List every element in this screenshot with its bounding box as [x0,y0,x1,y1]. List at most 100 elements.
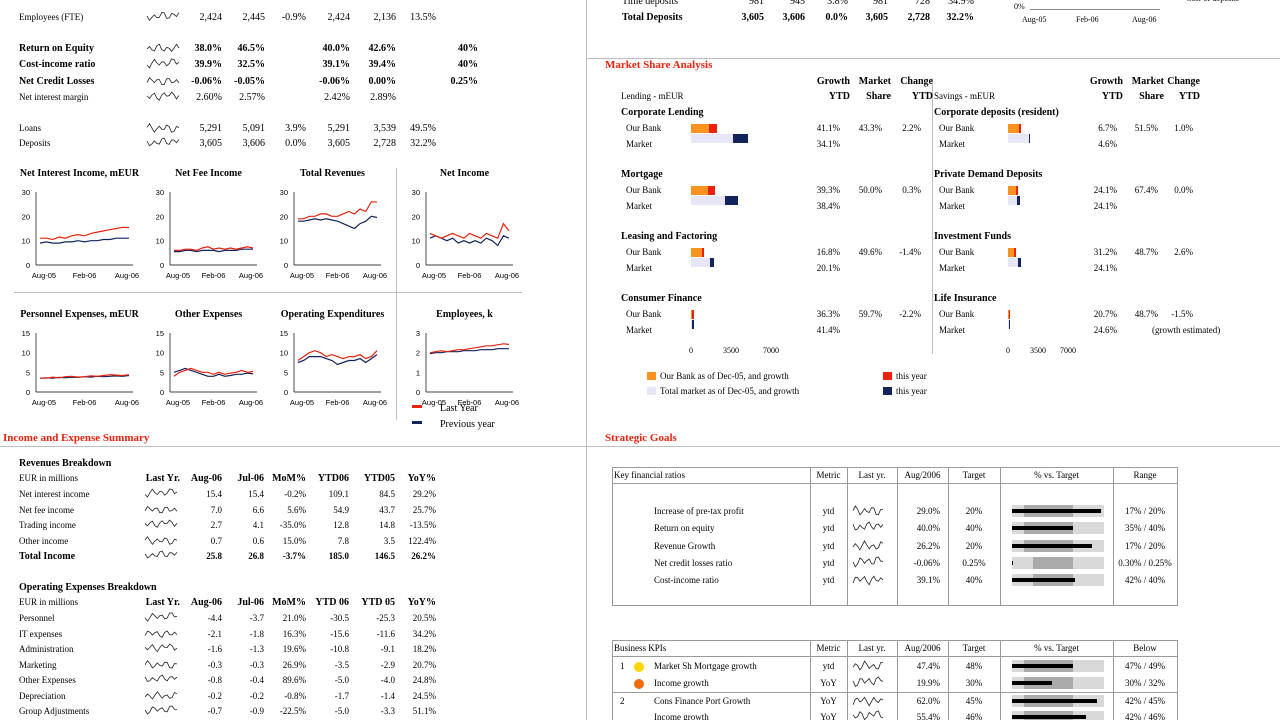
rev-row-value: 26.2% [411,551,436,561]
kpi1-header: Key financial ratios [614,470,685,480]
kpi2-group-line [612,692,1178,693]
kpi1-row-label: Net credit losses ratio [654,558,733,568]
y-tick-label: 30 [412,188,420,197]
kpi2-value: 47.4% [916,661,940,671]
exp-row-value: -0.2 [207,690,222,701]
rev-header: MoM% [272,473,306,484]
exp-row-value: 51.1% [412,706,436,716]
kpi2-row-label: Market Sh Mortgage growth [654,661,757,671]
kpi1-metric: ytd [822,506,835,516]
ms-legend-swatch [647,387,656,395]
x-tick-label: Aug-06 [363,271,387,280]
exp-row-value: 21.0% [282,613,306,623]
kpi1-col-line [810,467,811,606]
sparkline-path [852,710,884,720]
kpi-value: 2,424 [327,12,351,23]
kpi-value: 39.1% [322,59,351,70]
exp-row-value: -3.3 [380,706,395,716]
ms-bank-value: 31.2% [1093,247,1117,257]
sparkline-path [144,643,178,653]
ms-bank-value: -1.5% [1171,309,1193,319]
kpi2-sparkline [852,696,884,707]
kpi1-target: 40% [965,523,983,533]
rev-sparkline [144,550,178,559]
kpi-value: 5,291 [327,123,351,134]
exp-header: Aug-06 [190,597,222,608]
rev-row-label: Trading income [19,520,76,530]
actual-bar [1012,509,1101,513]
rev-row-value: -3.7% [282,551,306,561]
bank-growth-bar [1014,248,1016,257]
kpi1-row-label: Increase of pre-tax profit [654,506,744,516]
market-base-bar [1008,196,1018,205]
rev-row-value: 185.0 [328,551,349,561]
market-growth-bar [1008,320,1011,329]
sparkline-path [146,123,180,133]
kpi1-value: 29.0% [916,506,940,516]
exp-row-value: -3.7 [249,613,264,623]
kpi-value: -0.06% [191,76,222,87]
y-tick-label: 0 [284,388,288,397]
exp-row-value: 89.6% [282,675,306,685]
ms-bank-label: Our Bank [939,185,975,195]
kpi2-value: 62.0% [916,696,940,706]
ms-category: Investment Funds [934,231,1011,242]
previous-year-series [429,235,510,247]
kpi2-metric: YoY [820,712,837,720]
y-tick-label: 10 [156,237,164,246]
y-tick-label: 0 [416,261,420,270]
ms-bank-value: 2.2% [902,123,921,133]
sparkline-path [852,575,884,586]
kpi-value: 0.0% [285,138,306,149]
bank-base-bar [691,310,693,319]
deposit-label: Total Deposits [622,12,683,23]
ms-bank-label: Our Bank [939,123,975,133]
ms-category: Private Demand Deposits [934,169,1043,180]
exp-row-value: 20.7% [412,659,436,670]
ms-market-value: 41.4% [816,325,840,335]
ms-market-note: (growth estimated) [1152,325,1221,335]
exp-header: Jul-06 [237,597,264,608]
actual-bar [1012,578,1075,582]
kpi2-header: Below [1133,643,1157,653]
deposit-value: 981 [749,0,764,7]
kpi1-target: 40% [965,575,983,585]
deposit-value: 3,605 [865,12,889,23]
last-year-series [429,343,510,354]
ms-bank-value: 43.3% [858,123,882,133]
ms-bank-value: 0.0% [1174,185,1193,195]
x-tick-label: Feb-06 [326,271,350,280]
ms-market-label: Market [626,201,652,211]
kpi-sparkline [146,77,180,85]
x-tick-label: Feb-06 [202,398,226,407]
ms-axis-label: 0 [1006,346,1010,355]
exp-row-value: -4.0 [380,675,395,685]
kpi1-range: 35% / 40% [1125,523,1165,533]
kpi2-header: % vs. Target [1034,643,1079,653]
ms-bank-value: 6.7% [1098,123,1117,133]
sparkline-path [852,660,884,671]
kpi1-header: % vs. Target [1034,470,1079,480]
ms-market-value: 24.6% [1093,325,1117,335]
kpi1-range: 17% / 20% [1125,506,1165,516]
exp-row-label: IT expenses [19,628,63,639]
exp-row-value: -5.0 [334,706,349,716]
kpi-sparkline [146,123,180,133]
x-tick-label: Aug-06 [363,398,387,407]
rev-header: YoY% [407,473,436,484]
ms-market-value: 4.6% [1098,139,1117,149]
kpi1-value: 26.2% [916,541,940,551]
rev-row-value: 5.6% [287,504,306,515]
ms-bank-value: 51.5% [1134,123,1158,133]
sparkline-path [144,535,178,545]
kpi2-frame [612,640,1178,720]
ms-market-value: 24.1% [1093,201,1117,211]
exp-sparkline [144,629,178,638]
kpi1-target: 20% [965,541,983,551]
ms-market-value: 24.1% [1093,263,1117,273]
kpi1-metric: ytd [822,558,835,568]
income-summary-title: Income and Expense Summary [3,432,150,444]
kpi2-header-line [612,656,1178,657]
rev-units: EUR in millions [19,473,79,483]
